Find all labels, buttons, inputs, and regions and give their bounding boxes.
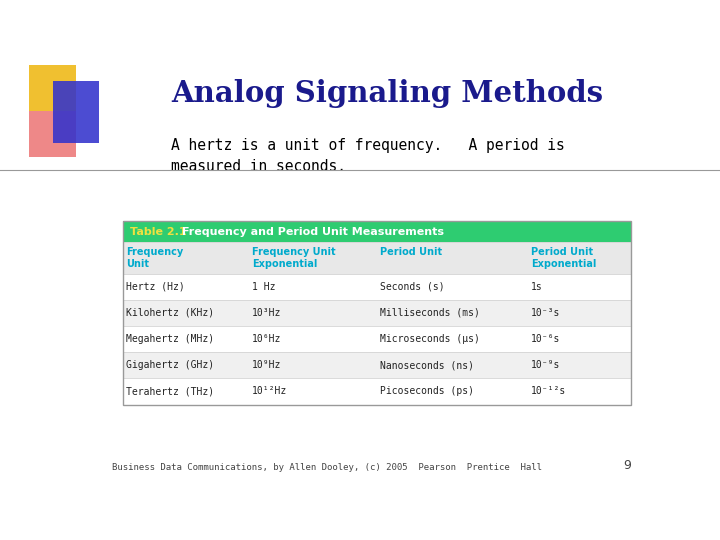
Text: Picoseconds (ps): Picoseconds (ps) [380, 387, 474, 396]
Text: 10⁶Hz: 10⁶Hz [252, 334, 282, 344]
Text: Analog Signaling Methods: Analog Signaling Methods [171, 79, 603, 109]
Text: Milliseconds (ms): Milliseconds (ms) [380, 308, 480, 318]
Text: 10⁻⁶s: 10⁻⁶s [531, 334, 560, 344]
FancyBboxPatch shape [124, 352, 631, 379]
Text: Microseconds (μs): Microseconds (μs) [380, 334, 480, 344]
Text: Seconds (s): Seconds (s) [380, 282, 445, 292]
Text: Megahertz (MHz): Megahertz (MHz) [126, 334, 215, 344]
FancyBboxPatch shape [124, 326, 631, 352]
Text: A hertz is a unit of frequency.   A period is
measured in seconds.: A hertz is a unit of frequency. A period… [171, 138, 564, 173]
Text: Kilohertz (KHz): Kilohertz (KHz) [126, 308, 215, 318]
Text: Frequency and Period Unit Measurements: Frequency and Period Unit Measurements [182, 227, 444, 237]
Text: Period Unit: Period Unit [380, 246, 442, 256]
Text: Frequency
Unit: Frequency Unit [126, 246, 184, 269]
Text: 10⁹Hz: 10⁹Hz [252, 360, 282, 370]
Text: 10¹²Hz: 10¹²Hz [252, 387, 287, 396]
Text: Table 2.1: Table 2.1 [130, 227, 186, 237]
Text: Hertz (Hz): Hertz (Hz) [126, 282, 185, 292]
Text: 1s: 1s [531, 282, 543, 292]
FancyBboxPatch shape [124, 379, 631, 404]
Text: 10⁻¹²s: 10⁻¹²s [531, 387, 566, 396]
Text: Gigahertz (GHz): Gigahertz (GHz) [126, 360, 215, 370]
Text: Terahertz (THz): Terahertz (THz) [126, 387, 215, 396]
Text: 10³Hz: 10³Hz [252, 308, 282, 318]
Text: 10⁻⁹s: 10⁻⁹s [531, 360, 560, 370]
Text: Nanoseconds (ns): Nanoseconds (ns) [380, 360, 474, 370]
Text: Period Unit
Exponential: Period Unit Exponential [531, 246, 596, 269]
FancyBboxPatch shape [124, 221, 631, 242]
Text: 1 Hz: 1 Hz [252, 282, 275, 292]
Text: Business Data Communications, by Allen Dooley, (c) 2005  Pearson  Prentice  Hall: Business Data Communications, by Allen D… [112, 463, 542, 472]
FancyBboxPatch shape [124, 242, 631, 274]
Text: 9: 9 [624, 460, 631, 472]
FancyBboxPatch shape [124, 274, 631, 300]
Text: 10⁻³s: 10⁻³s [531, 308, 560, 318]
FancyBboxPatch shape [124, 300, 631, 326]
Text: Frequency Unit
Exponential: Frequency Unit Exponential [252, 246, 336, 269]
